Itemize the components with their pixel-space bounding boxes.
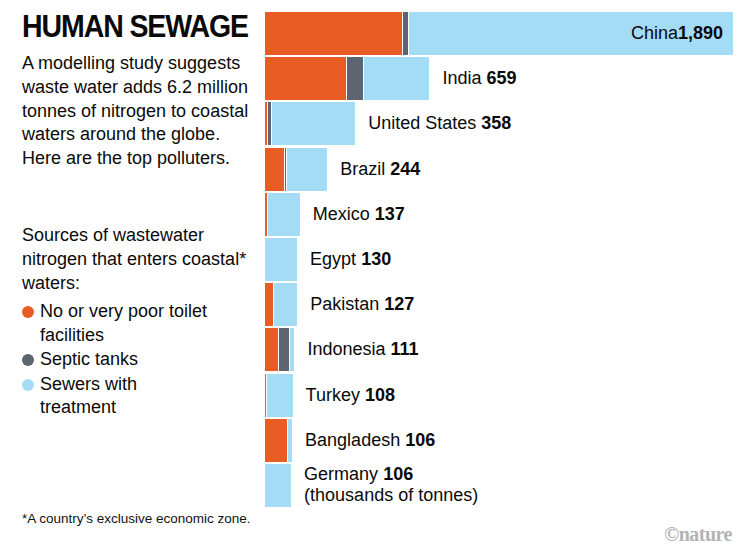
bar-label-egypt: Egypt 130 (310, 249, 391, 270)
legend-bullet-toilet-icon (22, 306, 34, 318)
legend: No or very poor toilet facilitiesSeptic … (22, 300, 208, 421)
country-name: Indonesia (307, 339, 390, 359)
country-name: Germany (304, 464, 383, 484)
bar-row-china: China 1,890 (265, 12, 731, 55)
country-value: 108 (365, 385, 395, 405)
country-value: 1,890 (678, 23, 723, 44)
bar-row-turkey: Turkey 108 (265, 374, 731, 417)
bar-bangladesh (265, 419, 292, 462)
legend-heading: Sources of wastewater nitrogen that ente… (22, 224, 264, 295)
legend-label: No or very poor toilet facilities (40, 300, 208, 347)
bar-india (265, 57, 429, 100)
bar-germany (265, 464, 291, 507)
bar-label-pakistan: Pakistan 127 (310, 294, 414, 315)
bar-row-bangladesh: Bangladesh 106 (265, 419, 731, 462)
bar-segment-sewer (274, 283, 297, 326)
bar-label-indonesia: Indonesia 111 (307, 339, 418, 360)
page-title: HUMAN SEWAGE (22, 8, 248, 45)
country-name: United States (368, 113, 481, 133)
bar-segment-toilet (265, 12, 402, 55)
bar-row-united-states: United States 358 (265, 102, 731, 145)
bar-row-india: India 659 (265, 57, 731, 100)
country-value: 106 (405, 430, 435, 450)
bar-segment-toilet (265, 57, 346, 100)
country-name: Pakistan (310, 294, 384, 314)
bar-segment-septic (268, 102, 271, 145)
country-value: 137 (375, 204, 405, 224)
bar-segment-septic (285, 148, 286, 191)
legend-label: Sewers with treatment (40, 373, 208, 420)
bar-segment-toilet (265, 419, 287, 462)
bar-segment-sewer (364, 57, 430, 100)
country-name: India (442, 68, 486, 88)
bar-turkey (265, 374, 293, 417)
nature-credit: ©nature (664, 523, 732, 546)
bar-label-turkey: Turkey 108 (306, 385, 395, 406)
bar-indonesia (265, 328, 294, 371)
bar-segment-septic (279, 328, 289, 371)
bar-segment-sewer (287, 148, 328, 191)
bar-label-united-states: United States 358 (368, 113, 511, 134)
legend-item-toilet: No or very poor toilet facilities (22, 300, 208, 347)
stacked-bar-chart: China 1,890 India 659 United States 358 Bra… (265, 12, 731, 507)
country-value: 358 (481, 113, 511, 133)
bar-segment-sewer (267, 374, 293, 417)
country-value: 106 (383, 464, 413, 484)
country-value: 127 (384, 294, 414, 314)
bar-label-brazil: Brazil 244 (340, 159, 420, 180)
country-value: 130 (361, 249, 391, 269)
legend-item-sewer: Sewers with treatment (22, 373, 208, 420)
infographic-human-sewage: HUMAN SEWAGE A modelling study suggests … (0, 0, 751, 556)
bar-segment-sewer (288, 419, 292, 462)
country-name: China (631, 23, 678, 44)
bar-row-mexico: Mexico 137 (265, 193, 731, 236)
country-name: Turkey (306, 385, 365, 405)
bar-row-brazil: Brazil 244 (265, 148, 731, 191)
bar-segment-toilet (265, 328, 278, 371)
bar-segment-sewer (268, 193, 300, 236)
bar-china: China 1,890 (265, 12, 733, 55)
bar-label-bangladesh: Bangladesh 106 (305, 430, 435, 451)
country-name: Brazil (340, 159, 390, 179)
bar-segment-toilet (265, 193, 267, 236)
country-value: 659 (487, 68, 517, 88)
legend-bullet-sewer-icon (22, 379, 34, 391)
bar-segment-sewer (290, 328, 295, 371)
bar-row-germany: Germany 106(thousands of tonnes) (265, 464, 731, 507)
bar-segment-sewer (265, 464, 291, 507)
bar-united-states (265, 102, 355, 145)
legend-label: Septic tanks (40, 348, 138, 372)
bar-egypt (265, 238, 297, 281)
bar-segment-toilet (265, 148, 284, 191)
bar-segment-septic (403, 12, 408, 55)
country-value: 244 (390, 159, 420, 179)
footnote: *A country’s exclusive economic zone. (22, 511, 251, 526)
unit-note: (thousands of tonnes) (304, 485, 478, 506)
intro-text: A modelling study suggests waste water a… (22, 52, 264, 171)
bar-segment-septic (347, 57, 362, 100)
legend-item-septic: Septic tanks (22, 348, 208, 372)
bar-row-indonesia: Indonesia 111 (265, 328, 731, 371)
country-name: Bangladesh (305, 430, 405, 450)
bar-mexico (265, 193, 300, 236)
bar-row-pakistan: Pakistan 127 (265, 283, 731, 326)
bar-segment-toilet (265, 102, 267, 145)
bar-label-china: China 1,890 (631, 12, 723, 55)
bar-label-mexico: Mexico 137 (313, 204, 405, 225)
bar-brazil (265, 148, 327, 191)
country-name: Mexico (313, 204, 375, 224)
bar-segment-toilet (265, 283, 273, 326)
bar-segment-sewer (272, 102, 355, 145)
country-value: 111 (390, 339, 418, 359)
bar-label-india: India 659 (442, 68, 516, 89)
bar-row-egypt: Egypt 130 (265, 238, 731, 281)
bar-segment-toilet (265, 374, 266, 417)
bar-label-germany: Germany 106(thousands of tonnes) (304, 464, 478, 506)
bar-pakistan (265, 283, 297, 326)
legend-bullet-septic-icon (22, 354, 34, 366)
bar-segment-sewer (265, 238, 297, 281)
country-name: Egypt (310, 249, 361, 269)
